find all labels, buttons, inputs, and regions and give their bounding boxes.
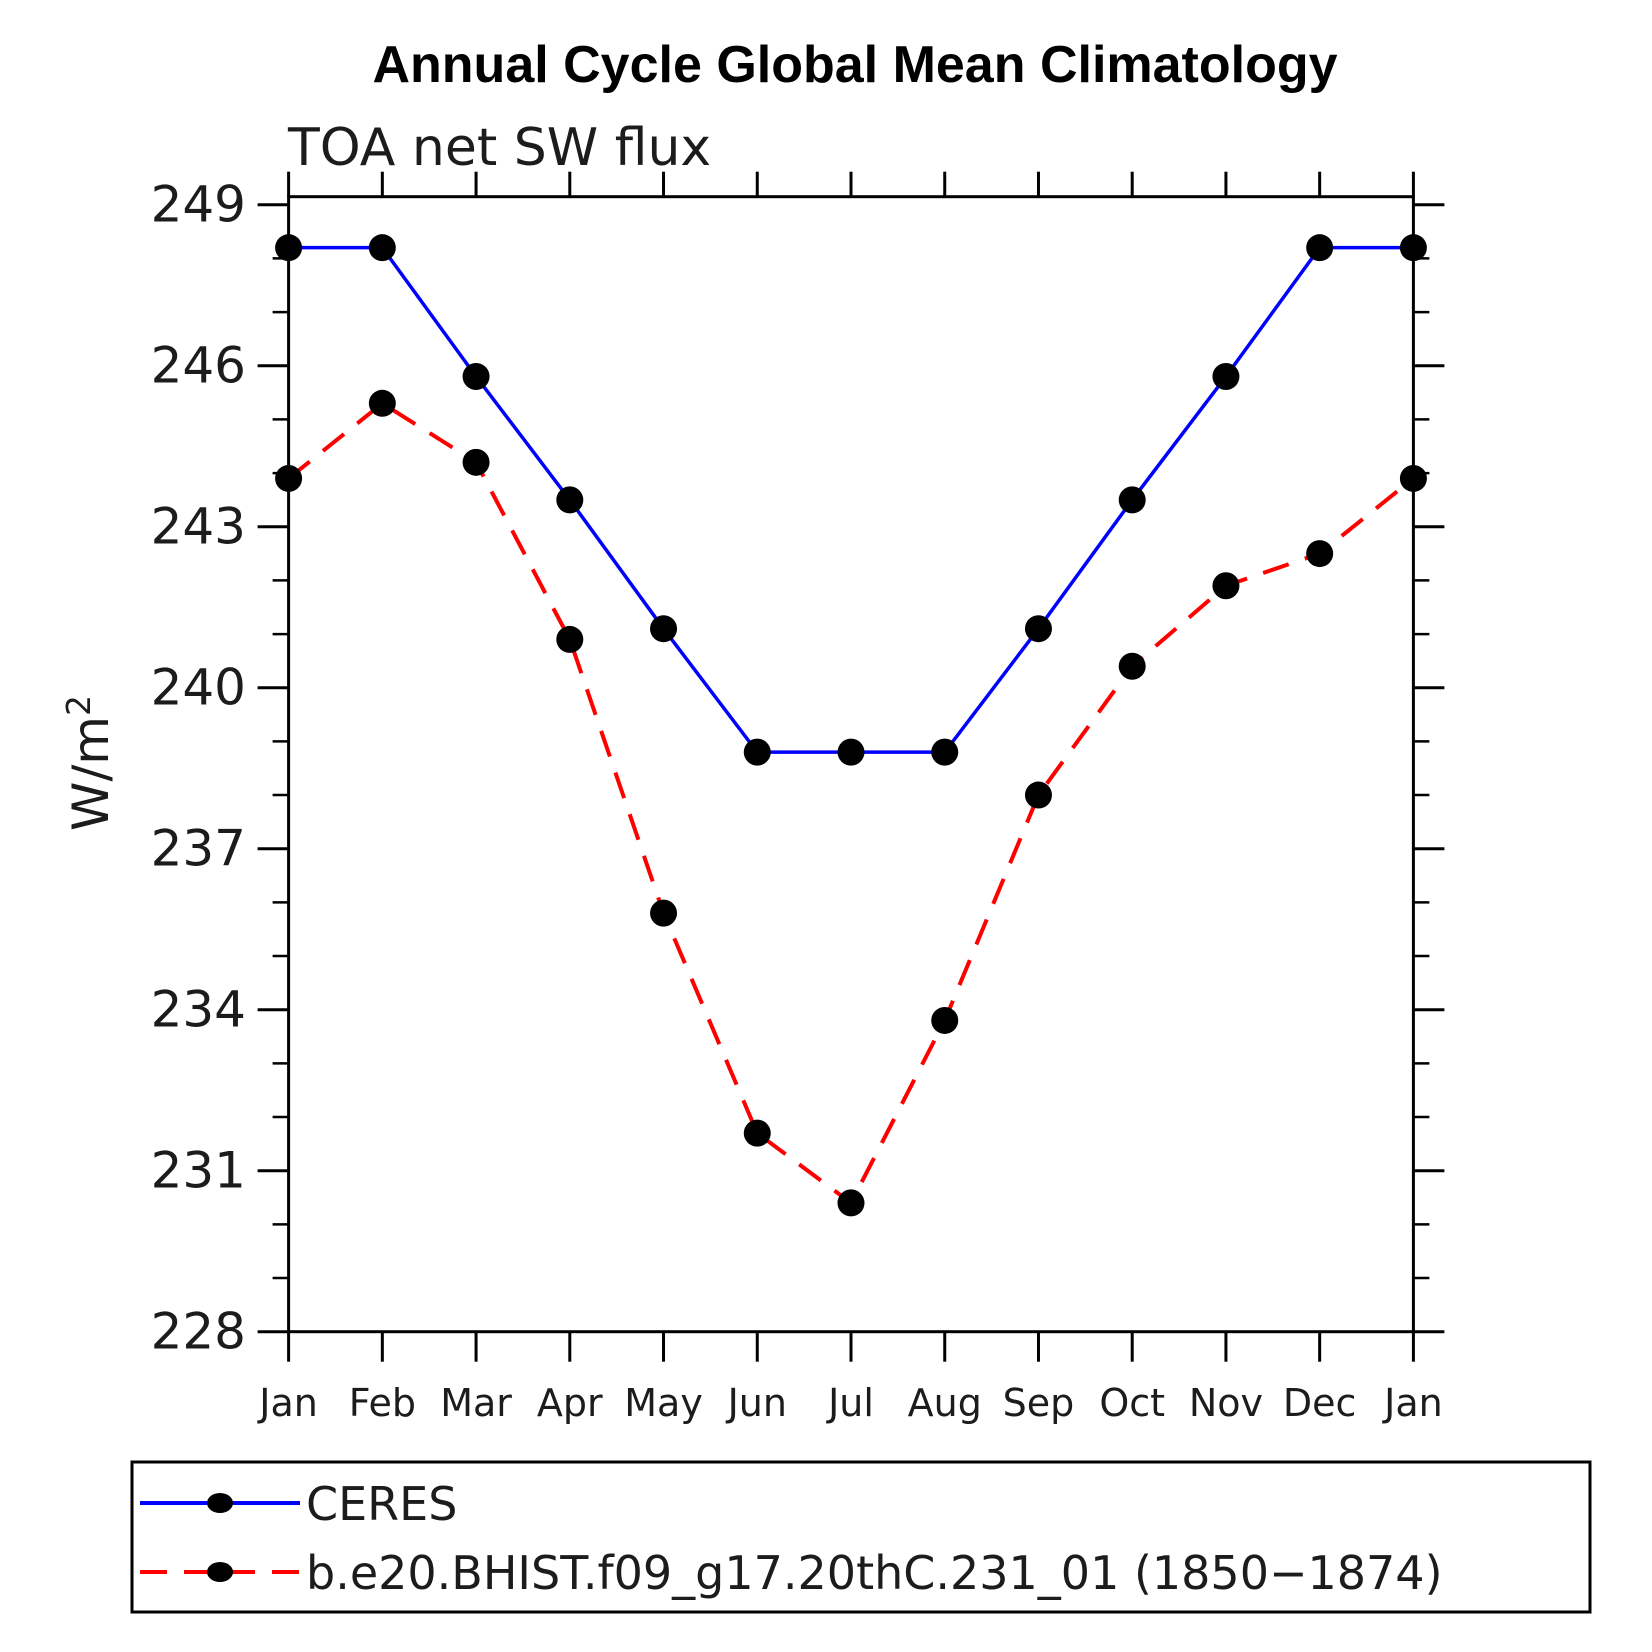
y-tick-label: 246 — [151, 337, 246, 395]
legend-marker-circle — [207, 1562, 233, 1582]
x-tick-label: Jan — [257, 1381, 318, 1425]
y-axis-label-exponent: 2 — [59, 695, 98, 716]
series-line-model — [287, 400, 1415, 1206]
data-point-ceres — [368, 234, 396, 262]
data-point-ceres — [1212, 362, 1240, 390]
x-tick-label: Jan — [1382, 1381, 1443, 1425]
data-point-model — [931, 1006, 959, 1034]
legend-item-ceres: CERES — [140, 1477, 457, 1531]
y-tick-label: 234 — [151, 981, 246, 1039]
x-tick-label: Jun — [726, 1381, 787, 1425]
data-point-ceres — [1024, 615, 1052, 643]
x-tick-label: Aug — [908, 1381, 982, 1425]
legend-label-ceres: CERES — [306, 1477, 457, 1531]
x-tick-label: Feb — [349, 1381, 416, 1425]
y-tick-label: 228 — [151, 1303, 246, 1361]
data-point-ceres — [1118, 486, 1146, 514]
data-point-model — [1399, 464, 1427, 492]
x-tick-label: Nov — [1189, 1381, 1263, 1425]
x-tick-label: May — [624, 1381, 703, 1425]
legend-label-model: b.e20.BHIST.f09_g17.20thC.231_01 (1850−1… — [306, 1546, 1443, 1600]
data-point-model — [1306, 540, 1334, 568]
data-point-model — [556, 625, 584, 653]
x-tick-label: Oct — [1099, 1381, 1165, 1425]
data-point-model — [837, 1189, 865, 1217]
chart-title: Annual Cycle Global Mean Climatology — [372, 36, 1337, 94]
legend-marker-circle — [207, 1493, 233, 1513]
legend: CERES b.e20.BHIST.f09_g17.20thC.231_01 (… — [130, 1460, 1592, 1614]
axes-layer — [257, 171, 1445, 1362]
y-tick-label: 240 — [151, 659, 246, 717]
y-tick-label: 243 — [151, 498, 246, 556]
y-axis-label: W/m2 — [59, 695, 120, 831]
data-point-ceres — [275, 234, 303, 262]
data-point-ceres — [743, 738, 771, 766]
legend-item-model: b.e20.BHIST.f09_g17.20thC.231_01 (1850−1… — [140, 1546, 1443, 1600]
series-layer — [275, 234, 1427, 1217]
data-point-model — [368, 389, 396, 417]
data-point-model — [275, 464, 303, 492]
legend-border — [130, 1460, 1592, 1614]
x-tick-label: Sep — [1003, 1381, 1075, 1425]
data-point-model — [743, 1119, 771, 1147]
data-point-ceres — [1399, 234, 1427, 262]
data-point-ceres — [462, 362, 490, 390]
y-tick-label: 231 — [151, 1142, 246, 1200]
data-point-ceres — [931, 738, 959, 766]
x-tick-label: Dec — [1283, 1381, 1357, 1425]
data-point-ceres — [650, 615, 678, 643]
x-tick-label: Mar — [440, 1381, 512, 1425]
data-point-model — [1212, 572, 1240, 600]
y-tick-label: 237 — [151, 820, 246, 878]
x-tick-label: Jul — [826, 1381, 874, 1425]
series-line-ceres — [288, 245, 1414, 754]
data-point-ceres — [1306, 234, 1334, 262]
data-point-model — [1024, 781, 1052, 809]
plot-subtitle: TOA net SW flux — [287, 118, 711, 178]
y-tick-label: 249 — [151, 176, 246, 234]
x-tick-label: Apr — [537, 1381, 603, 1425]
data-point-ceres — [837, 738, 865, 766]
data-point-ceres — [556, 486, 584, 514]
data-point-model — [650, 899, 678, 927]
data-point-model — [1118, 652, 1146, 680]
axis-labels-layer: 228 231 234 237 240 243 246 249 Jan Feb Mar Apr May J… — [151, 176, 1443, 1425]
data-point-model — [462, 448, 490, 476]
